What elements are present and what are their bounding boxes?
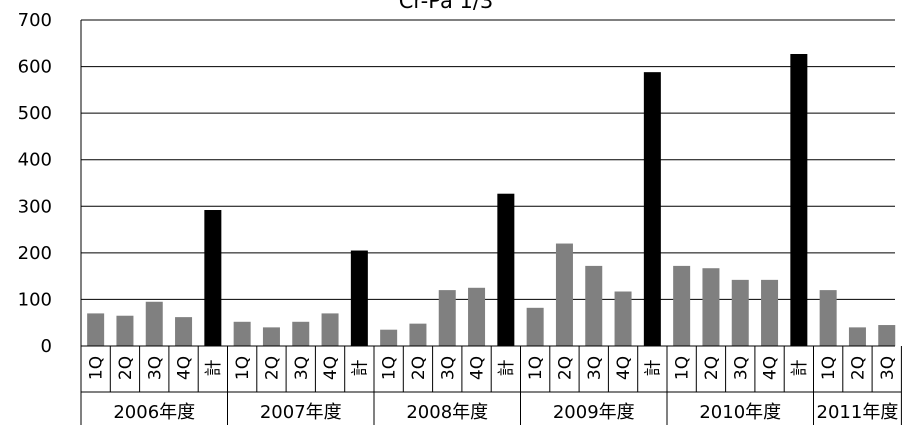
bar-quarter: [116, 315, 134, 346]
x-tick-label: 1Q: [380, 356, 400, 380]
x-tick-label: 2Q: [116, 356, 136, 380]
bar-quarter: [292, 321, 310, 346]
bar-total: [790, 53, 808, 347]
group-label: 2007年度: [260, 402, 342, 423]
x-tick-label: 計: [643, 360, 663, 377]
y-tick-label: 300: [18, 196, 52, 217]
gridlines: [81, 19, 895, 300]
bar-quarter: [614, 291, 632, 346]
bar-quarter: [468, 287, 486, 346]
y-axis: 0 100 200 300 400 500 600 700: [18, 10, 82, 357]
x-tick-label: 2Q: [409, 356, 429, 380]
bar-quarter: [848, 327, 866, 346]
bar-quarter: [409, 323, 427, 346]
x-tick-label: 3Q: [292, 356, 312, 380]
x-tick-label: 3Q: [731, 356, 751, 380]
x-axis: 1Q 2Q 3Q 4Q 計 2006年度 1Q 2Q 3Q 4Q 計 2007年度 1Q 2Q 3Q 4Q 計 2…: [80, 345, 902, 425]
bar-quarter: [731, 279, 749, 346]
bar-quarter: [526, 307, 544, 346]
x-tick-label: 2Q: [262, 356, 282, 380]
bar-quarter: [262, 327, 280, 346]
x-tick-label: 計: [497, 360, 517, 377]
x-tick-label: 3Q: [438, 356, 458, 380]
group-label: 2011年度: [817, 402, 899, 423]
bar-quarter: [321, 313, 339, 346]
bar-total: [497, 193, 515, 346]
x-tick-label: 1Q: [233, 356, 253, 380]
x-tick-label: 2Q: [702, 356, 722, 380]
x-tick-label: 4Q: [468, 356, 488, 380]
y-tick-label: 500: [18, 103, 52, 124]
x-tick-label: 1Q: [87, 356, 107, 380]
bar-quarter: [87, 313, 105, 346]
bar-quarter: [761, 279, 779, 346]
x-tick-label: 4Q: [321, 356, 341, 380]
x-tick-label: 3Q: [145, 356, 165, 380]
y-tick-label: 200: [18, 243, 52, 264]
group-label: 2009年度: [553, 402, 635, 423]
y-tick-label: 100: [18, 289, 52, 310]
bar-quarter: [233, 321, 251, 346]
x-tick-label: 1Q: [673, 356, 693, 380]
y-tick-label: 400: [18, 150, 52, 171]
bars: [87, 53, 896, 347]
x-tick-label: 4Q: [614, 356, 634, 380]
y-tick-label: 0: [41, 336, 52, 357]
x-tick-label: 2Q: [848, 356, 868, 380]
group-label: 2006年度: [113, 402, 195, 423]
bar-quarter: [702, 268, 720, 346]
bar-quarter: [175, 317, 193, 346]
bar-quarter: [145, 301, 163, 346]
x-tick-label: 1Q: [526, 356, 546, 380]
chart-title: Cr-Pa 1/3: [399, 0, 494, 13]
bar-quarter: [819, 290, 837, 346]
group-label: 2010年度: [699, 402, 781, 423]
bar-quarter: [878, 325, 896, 346]
bar-total: [350, 250, 368, 346]
bar-quarter: [673, 265, 691, 346]
x-tick-label: 4Q: [175, 356, 195, 380]
bar-quarter: [438, 290, 456, 346]
group-label: 2008年度: [406, 402, 488, 423]
bar-total: [643, 72, 661, 346]
x-tick-label: 3Q: [585, 356, 605, 380]
x-tick-label: 計: [204, 360, 224, 377]
bar-quarter: [380, 329, 398, 346]
x-tick-label: 3Q: [878, 356, 898, 380]
bar-quarter: [585, 265, 603, 346]
y-tick-label: 600: [18, 57, 52, 78]
bar-total: [204, 210, 222, 346]
bar-quarter: [555, 243, 573, 346]
x-tick-label: 4Q: [761, 356, 781, 380]
y-tick-label: 700: [18, 10, 52, 31]
x-tick-label: 1Q: [819, 356, 839, 380]
x-tick-label: 計: [790, 360, 810, 377]
x-tick-label: 2Q: [555, 356, 575, 380]
x-tick-label: 計: [350, 360, 370, 377]
